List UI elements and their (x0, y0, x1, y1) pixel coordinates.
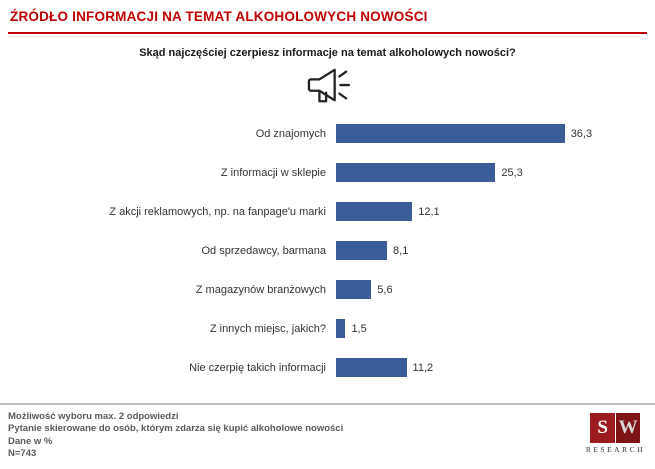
bar-area: 36,3 (336, 124, 655, 143)
chart-row: Nie czerpię takich informacji 11,2 (0, 348, 655, 387)
chart-row: Z akcji reklamowych, np. na fanpage'u ma… (0, 192, 655, 231)
bar (336, 358, 407, 377)
bar-area: 5,6 (336, 280, 655, 299)
category-label: Z innych miejsc, jakich? (209, 322, 326, 335)
bar-area: 25,3 (336, 163, 655, 182)
sw-logo-box: S W (590, 413, 641, 443)
chart-row: Z magazynów branżowych 5,6 (0, 270, 655, 309)
bar (336, 202, 413, 221)
category-label: Od sprzedawcy, barmana (201, 244, 326, 257)
bar-area: 1,5 (336, 319, 655, 338)
footer-note: Pytanie skierowane do osób, którym zdarz… (8, 423, 344, 435)
category-label: Z informacji w sklepie (220, 166, 326, 179)
footer-note: Możliwość wyboru max. 2 odpowiedzi (8, 411, 179, 422)
value-label: 11,2 (412, 361, 434, 374)
header: ŹRÓDŁO INFORMACJI NA TEMAT ALKOHOLOWYCH … (0, 0, 655, 29)
chart-row: Z innych miejsc, jakich? 1,5 (0, 309, 655, 348)
value-label: 1,5 (351, 322, 367, 335)
bar (336, 124, 565, 143)
bar (336, 241, 388, 260)
category-label: Z akcji reklamowych, np. na fanpage'u ma… (109, 205, 326, 218)
category-label: Nie czerpię takich informacji (189, 361, 326, 374)
value-label: 5,6 (377, 283, 393, 296)
megaphone-icon (303, 66, 353, 108)
chart-row: Od sprzedawcy, barmana 8,1 (0, 231, 655, 270)
bar (336, 319, 346, 338)
sw-logo-letter-w: W (615, 413, 641, 443)
category-label: Od znajomych (255, 127, 326, 140)
page-title: ŹRÓDŁO INFORMACJI NA TEMAT ALKOHOLOWYCH … (10, 9, 428, 24)
bar-chart: Od znajomych 36,3 Z informacji w sklepie 25… (0, 114, 655, 387)
bar (336, 163, 496, 182)
sw-logo-letter-s: S (590, 413, 616, 443)
value-label: 25,3 (501, 166, 523, 179)
footer-divider (0, 403, 655, 405)
sw-logo-caption: RESEARCH (585, 445, 645, 454)
title-underline (8, 32, 647, 34)
footer-notes: Możliwość wyboru max. 2 odpowiedzi Pytan… (8, 411, 343, 460)
bar (336, 280, 372, 299)
footer: Możliwość wyboru max. 2 odpowiedzi Pytan… (0, 409, 655, 460)
bar-area: 8,1 (336, 241, 655, 260)
chart-question: Skąd najczęściej czerpiesz informacje na… (139, 47, 516, 59)
bar-area: 11,2 (336, 358, 655, 377)
category-label: Z magazynów branżowych (195, 283, 326, 296)
sw-research-logo: S W RESEARCH (586, 413, 645, 454)
chart-row: Z informacji w sklepie 25,3 (0, 153, 655, 192)
chart-row: Od znajomych 36,3 (0, 114, 655, 153)
icon-wrap (0, 66, 655, 108)
value-label: 12,1 (418, 205, 440, 218)
footer-note: Dane w % (8, 435, 53, 447)
bar-area: 12,1 (336, 202, 655, 221)
value-label: 8,1 (393, 244, 409, 257)
footer-note: N=743 (8, 448, 37, 460)
value-label: 36,3 (570, 127, 593, 140)
